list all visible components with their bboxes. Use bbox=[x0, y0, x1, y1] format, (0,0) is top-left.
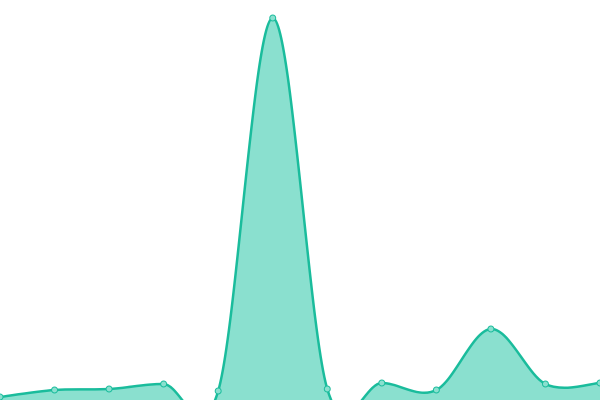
data-point bbox=[487, 325, 495, 333]
data-point bbox=[432, 386, 440, 394]
data-point bbox=[541, 380, 549, 388]
area-line bbox=[0, 16, 600, 400]
data-point bbox=[160, 380, 168, 388]
data-point bbox=[105, 385, 113, 393]
data-point bbox=[269, 14, 277, 22]
area-fill bbox=[0, 17, 600, 400]
data-point bbox=[378, 379, 386, 387]
data-point bbox=[323, 385, 331, 393]
data-point bbox=[596, 379, 600, 387]
data-point bbox=[214, 387, 222, 395]
data-point bbox=[51, 386, 59, 394]
data-point bbox=[0, 393, 4, 400]
